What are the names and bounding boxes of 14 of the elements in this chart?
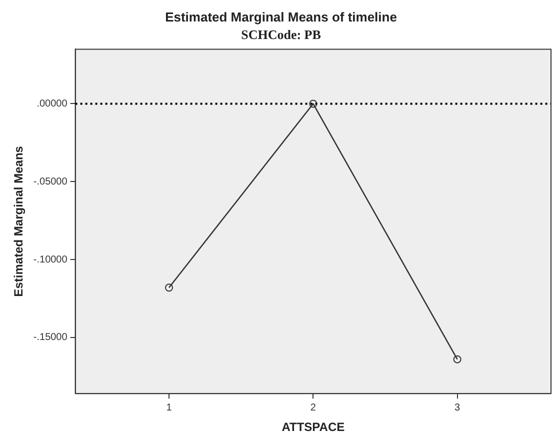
- chart-subtitle: SCHCode: PB: [241, 26, 322, 42]
- x-tick-label: 2: [310, 402, 316, 414]
- y-tick-label: -.10000: [33, 254, 68, 266]
- x-tick-label: 3: [454, 402, 461, 414]
- y-axis-title: Estimated Marginal Means: [12, 146, 26, 297]
- y-tick-label: -.05000: [33, 176, 68, 188]
- x-tick-label: 1: [166, 402, 172, 414]
- y-tick-label: .00000: [36, 98, 68, 110]
- chart-title: Estimated Marginal Means of timeline: [165, 9, 397, 24]
- y-tick-label: -.15000: [33, 332, 68, 344]
- x-axis-title: ATTSPACE: [282, 420, 345, 434]
- point: [165, 284, 174, 292]
- point: [453, 355, 462, 364]
- point: [309, 100, 318, 108]
